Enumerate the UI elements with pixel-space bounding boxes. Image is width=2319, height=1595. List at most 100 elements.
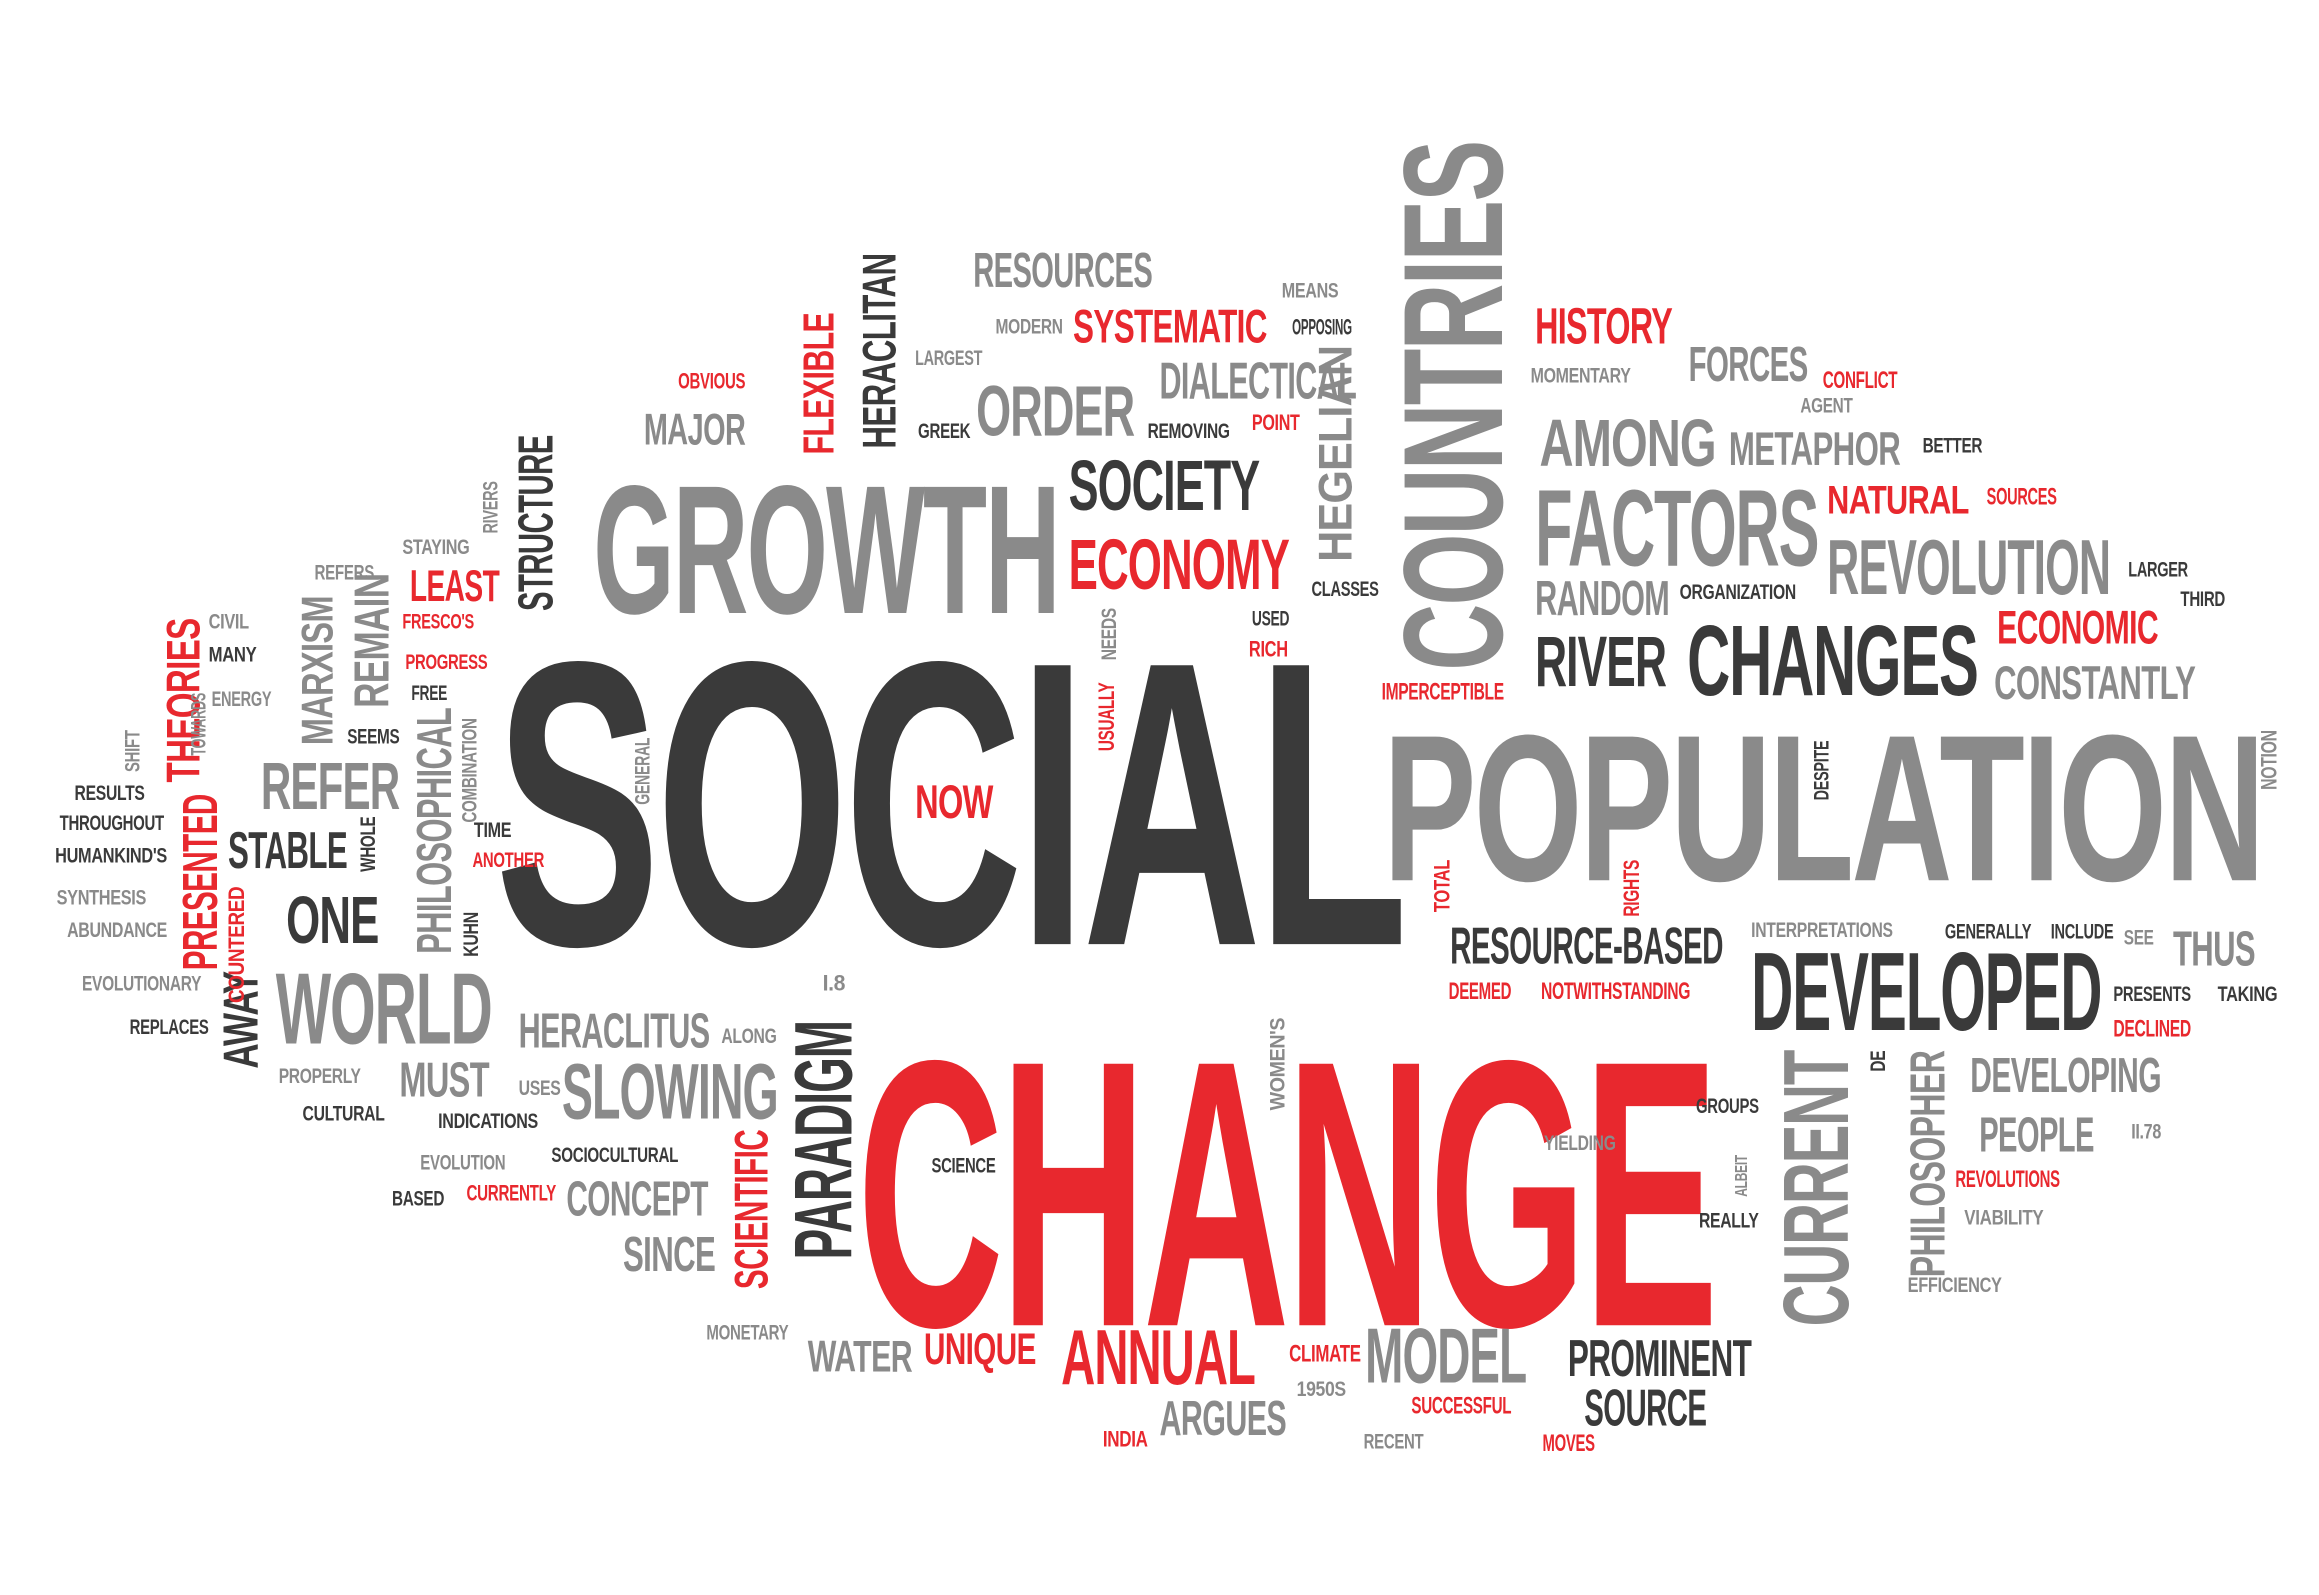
cloud-word: TAKING — [2217, 982, 2278, 1006]
cloud-word: UNIQUE — [924, 1323, 1036, 1374]
cloud-word: STABLE — [228, 821, 348, 880]
cloud-word: AMONG — [1539, 405, 1717, 481]
cloud-word: ANOTHER — [472, 848, 545, 872]
cloud-word: COUNTERED — [223, 886, 249, 1004]
cloud-word: MARXISM — [292, 596, 343, 746]
cloud-word: MODEL — [1365, 1312, 1527, 1400]
cloud-word: SEEMS — [347, 724, 400, 748]
cloud-word: NEEDS — [1097, 608, 1121, 661]
cloud-word: II.78 — [2131, 1119, 2161, 1143]
cloud-word: ORDER — [976, 371, 1135, 452]
cloud-word: NATURAL — [1827, 477, 1969, 523]
cloud-word: EFFICIENCY — [1907, 1273, 2002, 1297]
cloud-word: PRESENTS — [2113, 982, 2191, 1006]
cloud-word: PEOPLE — [1979, 1107, 2094, 1163]
cloud-word: HUMANKIND'S — [55, 843, 167, 868]
cloud-word: SHIFT — [120, 730, 145, 773]
cloud-word: RESOURCES — [973, 242, 1153, 299]
cloud-word: COMBINATION — [457, 718, 482, 823]
cloud-word: HISTORY — [1535, 298, 1673, 355]
cloud-word: CURRENT — [1765, 1050, 1869, 1327]
cloud-word: IMPERCEPTIBLE — [1381, 678, 1505, 705]
cloud-word: CHANGE — [856, 983, 1719, 1409]
cloud-word: CONCEPT — [566, 1171, 708, 1227]
cloud-word: THIRD — [2180, 587, 2226, 611]
cloud-word: DEVELOPING — [1970, 1047, 2161, 1103]
cloud-word: REMAIN — [344, 573, 400, 708]
cloud-word: REFERS — [314, 560, 375, 584]
cloud-word: YIELDING — [1544, 1131, 1616, 1155]
cloud-word: PARADIGM — [777, 1020, 870, 1260]
cloud-word: SOURCE — [1584, 1378, 1707, 1437]
cloud-word: REMOVING — [1147, 419, 1230, 443]
cloud-word: SLOWING — [561, 1047, 779, 1136]
cloud-word: GENERAL — [630, 737, 655, 805]
cloud-word: HERACLITAN — [852, 253, 907, 449]
cloud-word: MUST — [399, 1052, 489, 1108]
cloud-word: AGENT — [1800, 393, 1853, 418]
cloud-word: DIALECTICAL — [1159, 351, 1357, 410]
cloud-word: METAPHOR — [1728, 421, 1901, 476]
cloud-word: FREE — [411, 681, 448, 705]
cloud-word: PROMINENT — [1567, 1329, 1752, 1388]
cloud-word: TIME — [473, 818, 512, 842]
cloud-word: DECLINED — [2113, 1014, 2191, 1042]
cloud-word: 1950S — [1296, 1377, 1347, 1401]
cloud-word: WOMEN'S — [1265, 1017, 1289, 1111]
cloud-word: STRUCTURE — [508, 435, 564, 612]
cloud-word: HEGELIAN — [1308, 345, 1363, 562]
cloud-word: INDIA — [1102, 1426, 1148, 1452]
cloud-word: PRESENTED — [172, 794, 228, 971]
cloud-word: GROUPS — [1696, 1094, 1759, 1118]
cloud-word: DESPITE — [1809, 740, 1833, 801]
cloud-word: PROGRESS — [405, 650, 488, 674]
cloud-word: POPULATION — [1383, 692, 2265, 927]
cloud-word: SEE — [2123, 925, 2154, 950]
cloud-word: REPLACES — [129, 1015, 209, 1039]
cloud-word: REFER — [260, 748, 400, 824]
cloud-word: REVOLUTION — [1827, 524, 2111, 612]
cloud-word: FRESCO'S — [402, 609, 474, 634]
cloud-word: LEAST — [409, 560, 500, 611]
cloud-word: SOCIOCULTURAL — [551, 1143, 679, 1167]
cloud-word: SOCIETY — [1068, 445, 1261, 526]
cloud-word: POINT — [1251, 409, 1300, 436]
cloud-word: OBVIOUS — [678, 368, 746, 394]
cloud-word: INTERPRETATIONS — [1751, 918, 1893, 942]
cloud-word: FLEXIBLE — [794, 312, 844, 455]
cloud-word: NOTION — [2256, 730, 2282, 790]
cloud-word: SCIENCE — [931, 1153, 996, 1178]
cloud-word: REVOLUTIONS — [1955, 1165, 2060, 1193]
cloud-word: WATER — [807, 1331, 913, 1382]
cloud-word: SINCE — [622, 1226, 716, 1282]
cloud-word: LARGEST — [915, 346, 983, 370]
cloud-word: CIVIL — [208, 609, 249, 634]
cloud-word: WHOLE — [356, 816, 380, 872]
cloud-word: GENERALLY — [1944, 919, 2032, 944]
cloud-word: SUCCESSFUL — [1411, 1392, 1512, 1419]
cloud-word: MOVES — [1542, 1429, 1595, 1457]
cloud-word: CLASSES — [1311, 577, 1379, 601]
cloud-word: RIVERS — [478, 481, 503, 534]
cloud-word: SOURCES — [1986, 482, 2057, 510]
cloud-word: SCIENTIFIC — [724, 1129, 778, 1290]
cloud-word: THUS — [2172, 921, 2256, 977]
cloud-word: MODERN — [995, 314, 1063, 339]
cloud-word: GROWTH — [593, 448, 1061, 654]
cloud-word: ONE — [286, 882, 379, 958]
cloud-word: BETTER — [1922, 433, 1983, 458]
cloud-word: NOW — [915, 775, 993, 829]
cloud-word: MAJOR — [643, 404, 746, 455]
cloud-word: RICH — [1248, 636, 1288, 662]
cloud-word: LARGER — [2128, 557, 2188, 582]
cloud-word: VIABILITY — [1964, 1205, 2044, 1230]
cloud-word: FACTORS — [1535, 467, 1819, 590]
cloud-word: USED — [1251, 606, 1290, 631]
cloud-word: REALLY — [1699, 1208, 1759, 1233]
cloud-word: ECONOMY — [1068, 524, 1290, 605]
cloud-word: KUHN — [459, 912, 483, 957]
cloud-word: USUALLY — [1094, 682, 1120, 752]
cloud-word: DEVELOPED — [1751, 929, 2102, 1055]
cloud-word: ANNUAL — [1061, 1314, 1256, 1402]
